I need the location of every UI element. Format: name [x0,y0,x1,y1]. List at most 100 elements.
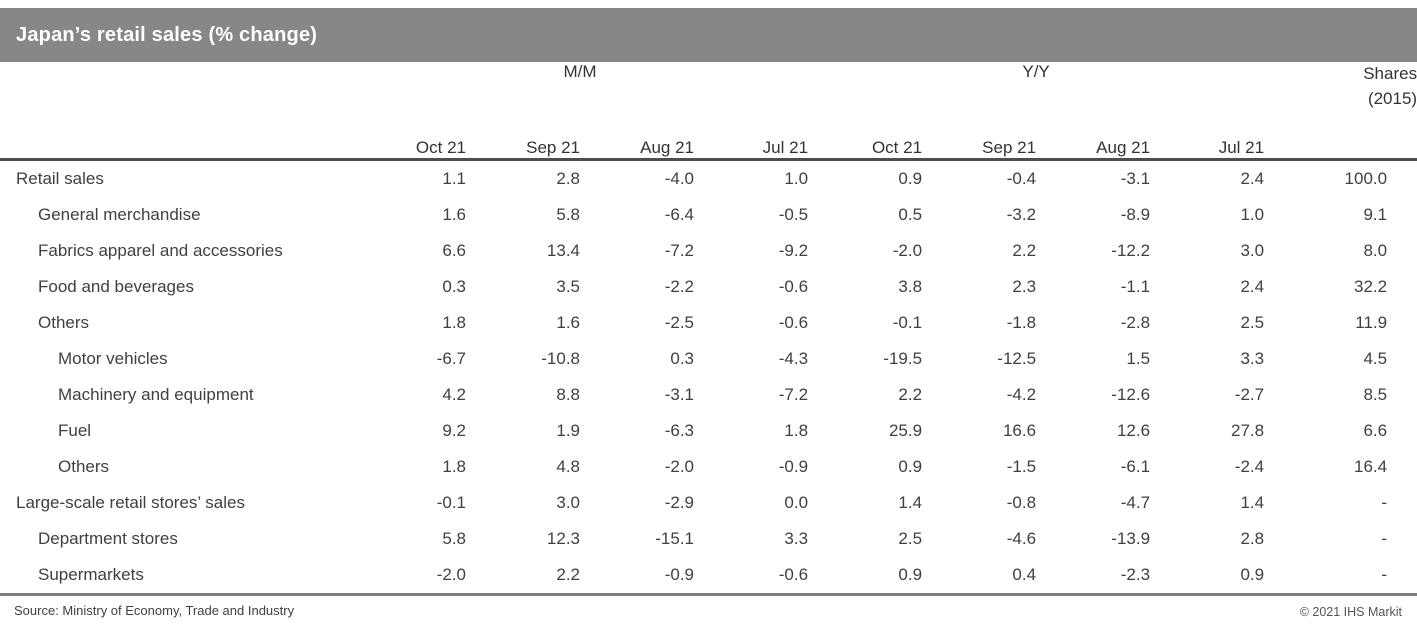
row-label: Fabrics apparel and accessories [38,241,283,260]
title-bar: Japan’s retail sales (% change) [0,8,1417,62]
value-cell: -0.8 [1006,493,1037,512]
value-cell: 1.0 [1240,205,1265,224]
value-cell: -2.8 [1120,313,1151,332]
value-cell: 2.2 [466,557,580,596]
column-header-mm-oct21: Oct 21 [352,118,466,161]
value-cell: 2.3 [1012,277,1037,296]
value-cell: 1.0 [784,169,809,188]
value-cell: 3.3 [1240,349,1265,368]
column-group-mm: M/M [563,62,597,81]
row-label: Others [38,313,90,332]
column-header-mm-jul21: Jul 21 [694,118,809,161]
shares-header-line1: Shares [1363,64,1417,83]
row-label: Supermarkets [0,557,352,596]
value-cell: -4.2 [1006,385,1037,404]
row-label: Fuel [58,421,92,440]
value-cell: 6.6 [442,241,466,260]
row-label: Large-scale retail stores’ sales [16,493,245,512]
value-cell: -4.3 [778,349,809,368]
value-cell: 1.1 [442,169,466,188]
value-cell: 1.5 [1126,349,1151,368]
row-label: Food and beverages [38,277,194,296]
value-cell: 0.9 [898,169,923,188]
value-cell: -0.9 [778,457,809,476]
column-header-mm-sep21: Sep 21 [466,118,580,161]
value-cell: -3.1 [1120,169,1151,188]
value-cell: -2.5 [664,313,694,332]
row-label: Retail sales [16,169,104,188]
value-cell: 3.5 [556,277,580,296]
shares-value-cell: 4.5 [1363,349,1388,368]
value-cell: -0.6 [694,557,809,596]
value-cell: 5.8 [556,205,580,224]
value-cell: -2.7 [1234,385,1265,404]
value-cell: -19.5 [883,349,923,368]
value-cell: -2.4 [1234,457,1265,476]
column-group-shares: Shares (2015) [1264,62,1417,161]
value-cell: 1.6 [442,205,466,224]
shares-value-cell: 11.9 [1355,313,1388,332]
row-label: Motor vehicles [58,349,168,368]
value-cell: 5.8 [442,529,466,548]
value-cell: -7.2 [664,241,694,260]
value-cell: 3.3 [784,529,809,548]
value-cell: 2.8 [1240,529,1265,548]
table-row: Department stores 5.8 12.3 -15.1 3.3 2.5 -4.6 -… [0,521,1417,557]
value-cell: -15.1 [655,529,694,548]
shares-value-cell: 16.4 [1353,457,1388,476]
value-cell: 12.3 [546,529,580,548]
row-label: General merchandise [38,205,201,224]
table-row: Supermarkets -2.0 2.2 -0.9 -0.6 0.9 0.4 -2.3 0.9… [0,557,1417,596]
table-row: Fuel 9.2 1.9 -6.3 1.8 25.9 16.6 12.6 27.8 6.6 [0,413,1417,449]
value-cell: -0.9 [580,557,694,596]
shares-value-cell: 8.5 [1363,385,1388,404]
shares-value-cell: - [1381,529,1388,548]
value-cell: 1.4 [898,493,923,512]
value-cell: 4.2 [442,385,466,404]
value-cell: 0.9 [808,557,923,596]
value-cell: 13.4 [546,241,580,260]
value-cell: -9.2 [778,241,809,260]
value-cell: 1.8 [442,457,466,476]
shares-value-cell: 100.0 [1344,169,1388,188]
value-cell: 1.8 [442,313,466,332]
table-row: Food and beverages 0.3 3.5 -2.2 -0.6 3.8 2.3 -1… [0,269,1417,305]
value-cell: -4.6 [1006,529,1037,548]
value-cell: -0.4 [1006,169,1037,188]
value-cell: -4.0 [664,169,694,188]
table-row: General merchandise 1.6 5.8 -6.4 -0.5 0.5 -3.2… [0,197,1417,233]
value-cell: 3.0 [1240,241,1265,260]
value-cell: 2.4 [1240,169,1265,188]
value-cell: -3.2 [1006,205,1037,224]
value-cell: 4.8 [556,457,580,476]
value-cell: 1.6 [556,313,580,332]
table-row: Large-scale retail stores’ sales -0.1 3.0 -… [0,485,1417,521]
shares-value-cell: 8.0 [1363,241,1388,260]
value-cell: -13.9 [1111,529,1151,548]
value-cell: 1.9 [556,421,580,440]
row-label: Department stores [38,529,178,548]
value-cell: -6.7 [436,349,466,368]
value-cell: -1.8 [1006,313,1037,332]
table-row: Motor vehicles -6.7 -10.8 0.3 -4.3 -19.5 -12.5… [0,341,1417,377]
table-row: Fabrics apparel and accessories 6.6 13.4 -7… [0,233,1417,269]
table-row: Others 1.8 1.6 -2.5 -0.6 -0.1 -1.8 -2.8 2.5 11.9 [0,305,1417,341]
value-cell: -2.3 [1036,557,1151,596]
value-cell: -2.2 [664,277,694,296]
value-cell: -10.8 [541,349,580,368]
value-cell: 9.2 [442,421,466,440]
value-cell: -0.5 [778,205,809,224]
value-cell: -12.2 [1111,241,1151,260]
value-cell: 2.8 [556,169,580,188]
value-cell: 0.3 [670,349,694,368]
table-row: Others 1.8 4.8 -2.0 -0.9 0.9 -1.5 -6.1 -2.4 16.4 [0,449,1417,485]
value-cell: -2.0 [352,557,466,596]
value-cell: 2.4 [1240,277,1265,296]
month-header-row: Oct 21 Sep 21 Aug 21 Jul 21 Oct 21 Sep 2… [0,118,1417,161]
value-cell: -0.6 [778,313,809,332]
value-cell: -8.9 [1120,205,1151,224]
value-cell: -7.2 [778,385,809,404]
value-cell: -12.5 [997,349,1037,368]
page-title: Japan’s retail sales (% change) [16,23,318,46]
